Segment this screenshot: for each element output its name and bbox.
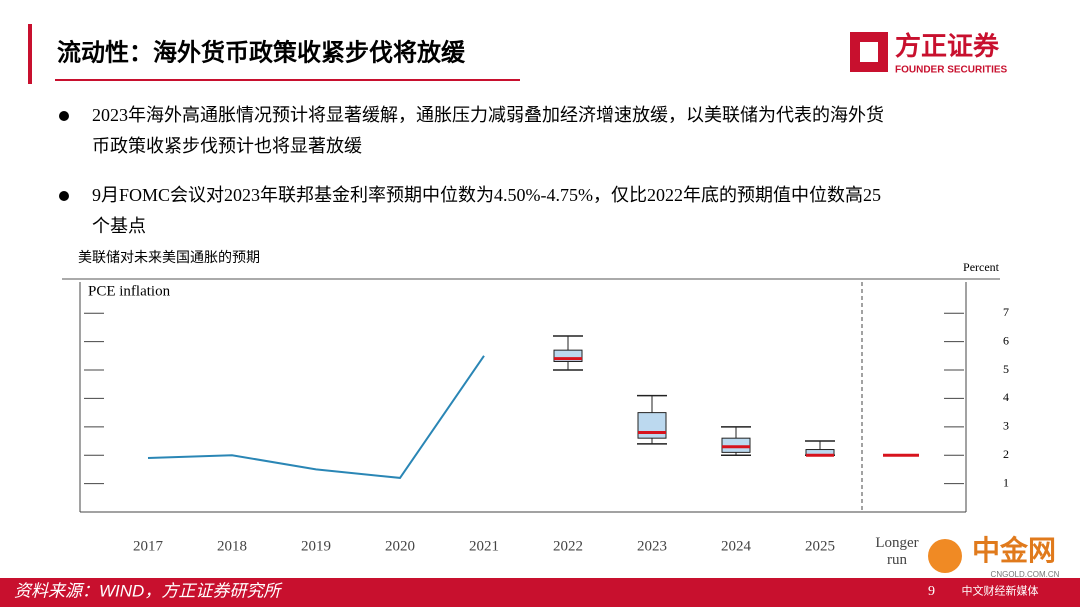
bullet-dot [59, 191, 69, 201]
logo-text: 方正证券 [895, 31, 1000, 61]
inflation-line [147, 355, 485, 479]
watermark-icon [928, 539, 962, 573]
y-axis-label: PCE inflation [88, 283, 171, 299]
x-tick-label: 2021 [469, 538, 499, 554]
page-number: 9 [928, 584, 935, 599]
bullet-text: 9月FOMC会议对2023年联邦基金利率预期中位数为4.50%-4.75%，仅比… [92, 185, 881, 205]
bullet-text: 币政策收紧步伐预计也将显著放缓 [92, 136, 362, 156]
bullet-text: 个基点 [92, 216, 146, 236]
x-tick-label: 2017 [133, 538, 164, 554]
y-tick-label: 6 [1003, 333, 1009, 347]
watermark-name: 中金网 [972, 534, 1056, 567]
y-tick-label: 4 [1003, 390, 1009, 404]
footer-source: 资料来源：WIND，方正证券研究所 [14, 581, 283, 600]
y-tick-label: 1 [1003, 475, 1009, 489]
logo-subtext: FOUNDER SECURITIES [895, 65, 1008, 76]
x-tick-label: 2024 [721, 538, 752, 554]
y-unit: Percent [963, 260, 1000, 274]
footer-bar [0, 578, 1080, 607]
chart-title: 美联储对未来美国通胀的预期 [78, 250, 260, 266]
bullet-dot [59, 111, 69, 121]
watermark-domain: CNGOLD.COM.CN [991, 570, 1060, 579]
watermark-tagline: 中文财经新媒体 [962, 584, 1039, 598]
slide-title: 流动性：海外货币政策收紧步伐将放缓 [57, 39, 466, 67]
box [637, 412, 667, 439]
y-tick-label: 3 [1003, 419, 1009, 433]
y-tick-label: 5 [1003, 362, 1009, 376]
box [553, 349, 583, 363]
y-tick-label: 2 [1003, 447, 1009, 461]
bullet-text: 2023年海外高通胀情况预计将显著缓解，通胀压力减弱叠加经济增速放缓，以美联储为… [92, 105, 884, 125]
x-tick-label: 2022 [553, 538, 583, 554]
x-tick-label: 2023 [637, 538, 667, 554]
x-tick-label: 2019 [301, 538, 331, 554]
logo-icon-inner [860, 42, 878, 62]
x-tick-label: 2025 [805, 538, 835, 554]
title-accent [28, 24, 32, 84]
x-tick-label: 2018 [217, 538, 247, 554]
x-tick-label: 2020 [385, 538, 415, 554]
y-tick-label: 7 [1003, 305, 1009, 319]
x-tick-label: Longer run [875, 535, 918, 568]
